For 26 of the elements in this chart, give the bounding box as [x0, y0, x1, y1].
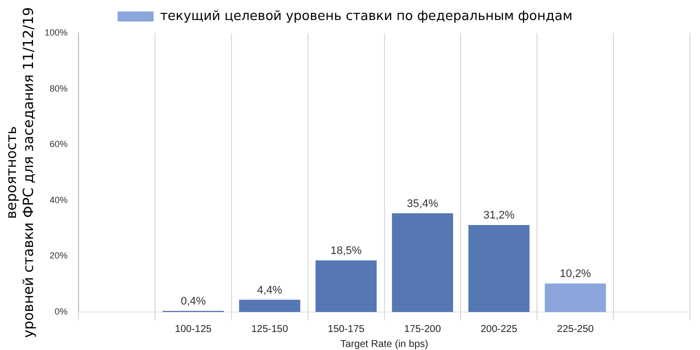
data-label: 4,4% — [257, 284, 282, 296]
bar — [544, 284, 606, 312]
bar — [392, 213, 454, 312]
x-axis-title: Target Rate (in bps) — [340, 338, 428, 350]
y-tick-label: 60% — [50, 139, 68, 150]
data-label: 10,2% — [560, 268, 592, 280]
x-tick-label: 225-250 — [557, 324, 594, 335]
data-label: 18,5% — [330, 244, 362, 257]
x-tick-label: 200-225 — [480, 324, 518, 335]
y-tick-label: 100% — [44, 27, 68, 38]
x-tick-label: 150-175 — [328, 324, 365, 335]
data-label: 35,4% — [406, 198, 438, 210]
y-tick-label: 80% — [50, 83, 68, 94]
bar — [316, 260, 377, 312]
y-axis-title: вероятность уровней ставки ФРС для заседания 11/12/19 — [4, 7, 37, 338]
legend-label: текущий целевой уровень ставки по федеральным фондам — [160, 8, 572, 24]
x-tick-label: 175-200 — [404, 324, 442, 335]
bar — [239, 300, 300, 312]
x-tick-label: 100-125 — [174, 324, 212, 335]
y-tick-label: 0% — [54, 306, 68, 316]
y-tick-label: 40% — [50, 194, 68, 205]
x-tick-label: 125-150 — [251, 324, 288, 335]
bar — [468, 224, 530, 312]
y-tick-label: 20% — [50, 250, 68, 261]
data-label: 0,4% — [180, 295, 206, 308]
data-label: 31,2% — [483, 209, 515, 222]
